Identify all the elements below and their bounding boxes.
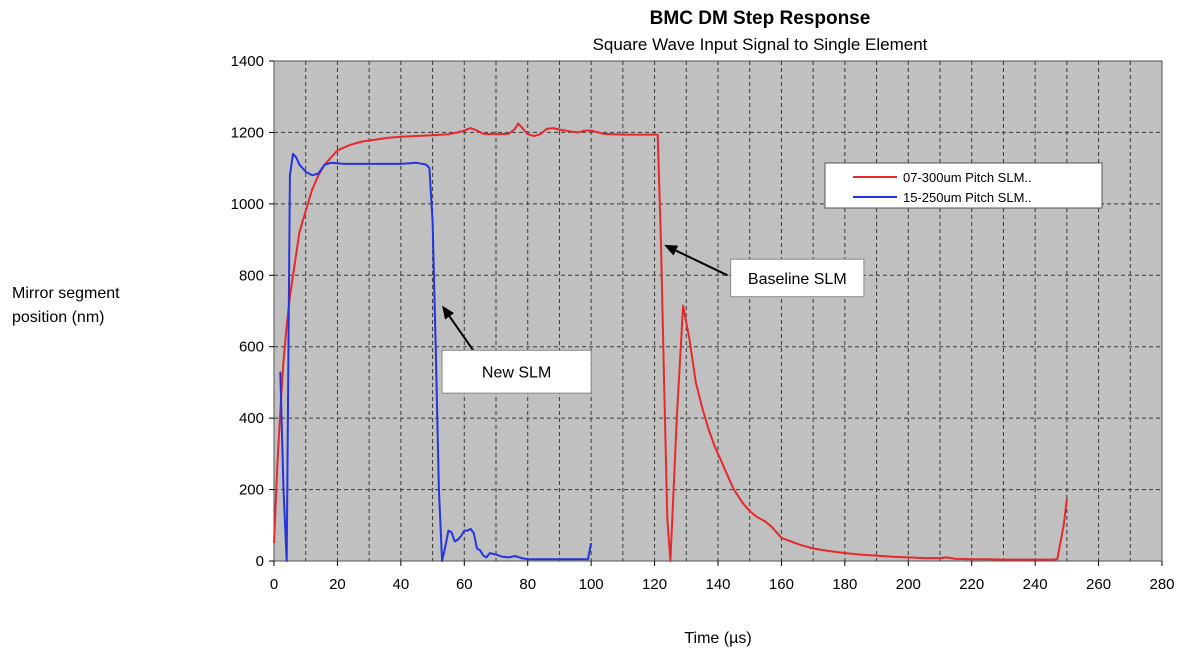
legend-label-0: 07-300um Pitch SLM.. (903, 170, 1032, 185)
annotation-arrowhead-new-slm (442, 305, 455, 320)
annotation-text-baseline-slm: Baseline SLM (748, 271, 847, 288)
x-tick-label-11: 220 (959, 576, 984, 593)
annotation-box-baseline-slm (730, 258, 865, 298)
y-tick-label-4: 800 (239, 267, 264, 284)
x-tick-label-5: 100 (579, 576, 604, 593)
y-axis-label-line-1: Mirror segment (12, 285, 120, 302)
y-axis-label-line-2: position (nm) (12, 309, 104, 326)
x-tick-label-12: 240 (1023, 576, 1048, 593)
x-axis-ticks: 0 20 40 60 80 100 120 140 160 180 200 220 240 260 280 (270, 561, 1175, 593)
y-tick-label-7: 1400 (231, 53, 264, 70)
y-tick-label-3: 600 (239, 339, 264, 356)
x-tick-label-2: 40 (393, 576, 410, 593)
annotation-arrowhead-baseline-slm (664, 244, 679, 256)
series-line-0 (273, 122, 1068, 562)
grid-lines (274, 61, 1162, 561)
x-tick-label-0: 0 (270, 576, 278, 593)
series-line-1 (279, 152, 593, 562)
x-tick-label-8: 160 (769, 576, 794, 593)
x-tick-label-13: 260 (1086, 576, 1111, 593)
x-tick-label-9: 180 (832, 576, 857, 593)
x-tick-label-1: 20 (329, 576, 346, 593)
x-axis-label: Time (µs) (684, 630, 751, 647)
annotations: New SLM Baseline SLM (441, 244, 865, 394)
annotation-arrow-baseline-slm (675, 249, 728, 277)
y-tick-label-2: 400 (239, 410, 264, 427)
legend-box (824, 162, 1103, 209)
x-tick-label-3: 60 (456, 576, 473, 593)
legend-label-1: 15-250um Pitch SLM.. (903, 190, 1032, 205)
y-tick-label-5: 1000 (231, 196, 264, 213)
y-tick-label-6: 1200 (231, 124, 264, 141)
chart-title: BMC DM Step Response (650, 8, 871, 29)
annotation-box-new-slm (441, 349, 592, 394)
x-tick-label-7: 140 (705, 576, 730, 593)
x-tick-label-6: 120 (642, 576, 667, 593)
y-axis-ticks: 0 200 400 600 800 1000 1200 1400 (231, 53, 274, 570)
series-lines (273, 122, 1068, 562)
y-tick-label-1: 200 (239, 482, 264, 499)
annotation-text-new-slm: New SLM (482, 365, 551, 382)
x-tick-label-10: 200 (896, 576, 921, 593)
y-tick-label-0: 0 (256, 553, 264, 570)
x-tick-label-4: 80 (519, 576, 536, 593)
legend: 07-300um Pitch SLM.. 15-250um Pitch SLM.… (824, 162, 1103, 209)
chart-subtitle: Square Wave Input Signal to Single Eleme… (593, 35, 928, 54)
x-tick-label-14: 280 (1149, 576, 1174, 593)
